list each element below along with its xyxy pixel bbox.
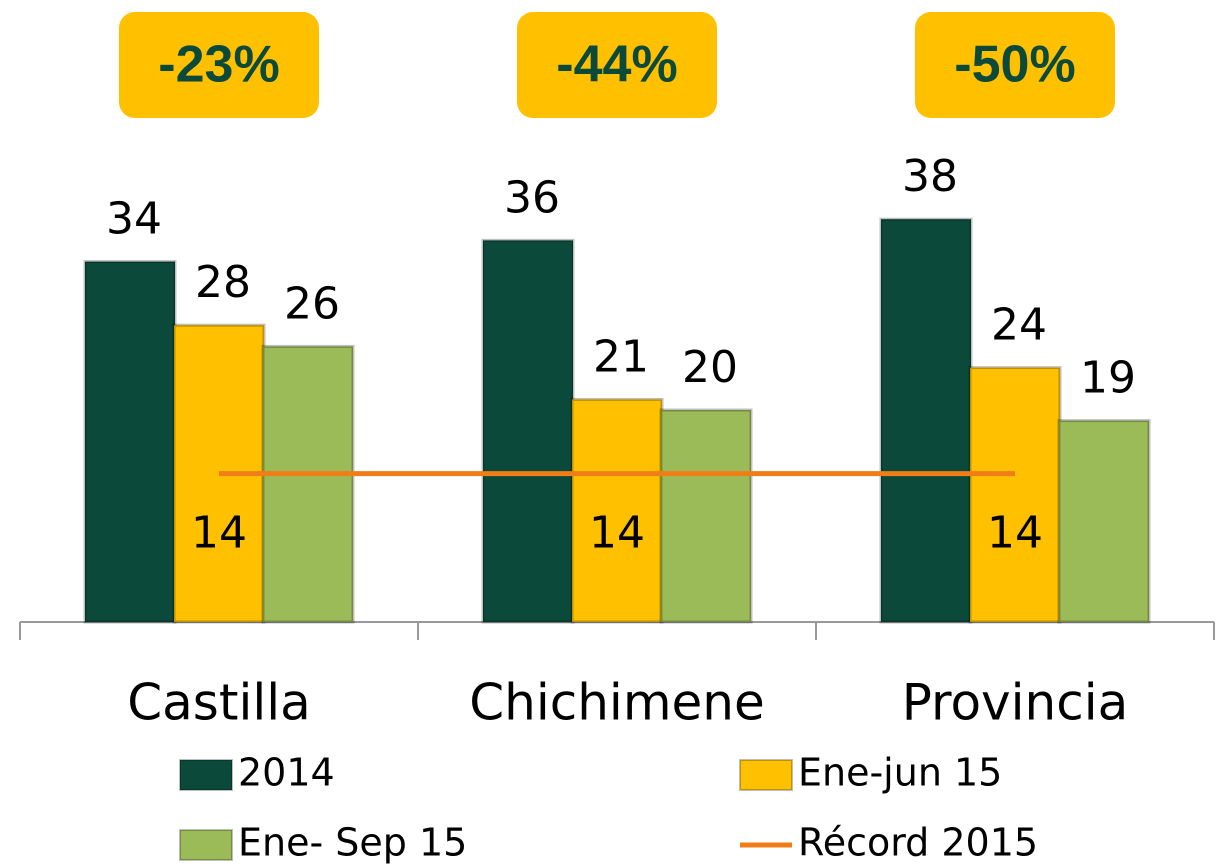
bar (570, 397, 664, 624)
legend-label: Récord 2015 (798, 821, 1038, 865)
data-label: 20 (682, 342, 738, 393)
annotation: -44% (556, 36, 677, 94)
data-label: 38 (902, 151, 958, 202)
legend-label: Ene-jun 15 (798, 751, 1002, 795)
line-label: 14 (987, 508, 1043, 559)
data-label: 24 (991, 300, 1047, 351)
legend-swatch (179, 829, 233, 861)
data-label: 36 (504, 172, 560, 223)
bar (83, 260, 177, 624)
annotation-box (119, 12, 319, 118)
bar (879, 217, 973, 624)
category-label: Castilla (127, 674, 311, 732)
annotation-box (517, 12, 717, 118)
category-label: Chichimene (469, 674, 764, 732)
annotation: -50% (954, 36, 1075, 94)
category-label: Provincia (902, 674, 1129, 732)
bar (261, 344, 355, 624)
legend-swatch (179, 759, 233, 791)
data-label: 28 (195, 257, 251, 308)
bar (481, 238, 575, 624)
legend-label: Ene- Sep 15 (238, 821, 467, 865)
bar (968, 366, 1062, 624)
bar (1057, 419, 1151, 624)
data-label: 19 (1080, 353, 1136, 404)
annotation-box (915, 12, 1115, 118)
line-label: 14 (191, 508, 247, 559)
annotation: -23% (158, 36, 279, 94)
line-label: 14 (589, 508, 645, 559)
legend-label: 2014 (238, 751, 335, 795)
bar (659, 408, 753, 624)
data-label: 26 (284, 278, 340, 329)
data-label: 34 (106, 194, 162, 245)
legend-swatch (739, 759, 793, 791)
data-label: 21 (593, 331, 649, 382)
